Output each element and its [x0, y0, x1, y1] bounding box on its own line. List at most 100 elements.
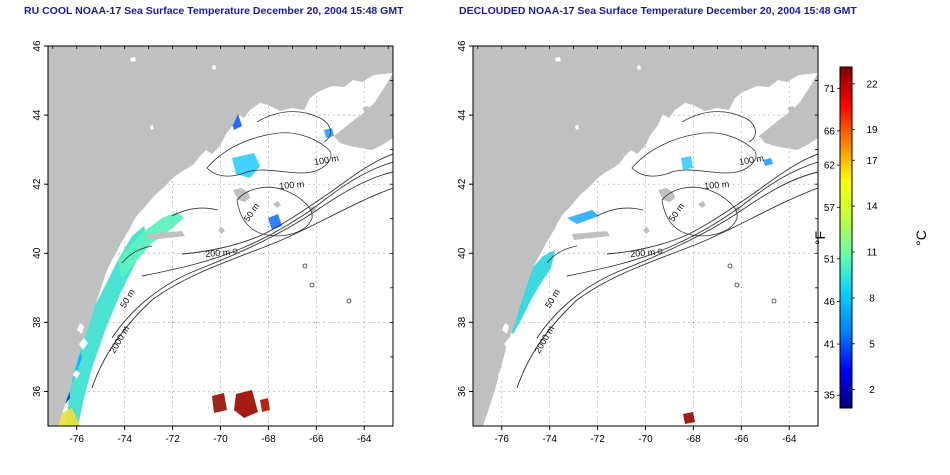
bathymetry-contour: [681, 111, 756, 143]
island: [147, 231, 185, 240]
colorbar-c-label: 22: [866, 79, 878, 90]
temperature-colorbar: 35 41 46 51 57 62 66 71 2 5 8 11 14 17 19 22 °F °C: [812, 66, 929, 409]
seamount-contour: [727, 263, 733, 269]
contour-label: 100 m: [738, 153, 764, 167]
island: [572, 231, 610, 240]
contour-label: 100 m: [704, 179, 730, 191]
x-tick-label: -64: [782, 434, 797, 445]
bathymetry-contour: [256, 111, 331, 143]
colorbar-f-label: 57: [824, 203, 836, 214]
colorbar-c-label: 5: [869, 339, 875, 350]
colorbar-c-label: 19: [866, 125, 878, 136]
panel-title-raw: RU COOL NOAA-17 Sea Surface Temperature …: [24, 5, 404, 17]
x-tick-label: -66: [309, 434, 324, 445]
bay: [504, 338, 513, 350]
sst-pixels: [683, 412, 695, 424]
colorbar-f-label: 51: [824, 254, 836, 265]
sst-pixels: [681, 156, 693, 170]
seamount-contour: [232, 248, 238, 254]
y-tick-label: 36: [32, 385, 43, 397]
x-tick-label: -68: [686, 434, 701, 445]
bay: [502, 323, 509, 334]
contour-label: 100 m: [279, 179, 305, 191]
sst-pixels: [507, 250, 555, 334]
bathymetry-contour: [111, 171, 393, 339]
bathymetry-contour: [121, 245, 153, 264]
bathymetry-contour: [596, 207, 644, 217]
sst-pixels: [232, 153, 260, 178]
colorbar-celsius-unit: °C: [913, 230, 929, 246]
colorbar-f-label: 35: [824, 391, 836, 402]
y-tick-label: 46: [32, 40, 43, 52]
bathymetry-contour: [141, 161, 393, 277]
bathymetry-contour: [546, 245, 578, 264]
island: [698, 201, 706, 208]
lake: [130, 57, 136, 62]
sst-pixels: [260, 398, 270, 412]
bathymetry-contour: [171, 207, 219, 217]
x-tick-label: -76: [495, 434, 510, 445]
bathymetry-contour: [536, 171, 818, 339]
bathymetry-contour: [606, 153, 818, 255]
x-tick-label: -64: [357, 434, 372, 445]
y-tick-label: 46: [457, 40, 468, 52]
colorbar-c-label: 2: [869, 385, 875, 396]
colorbar-c-label: 8: [869, 293, 875, 304]
x-tick-label: -72: [165, 434, 180, 445]
y-tick-label: 40: [32, 247, 43, 259]
bathymetry-contour: [516, 187, 818, 389]
x-tick-label: -66: [734, 434, 749, 445]
island: [643, 227, 650, 234]
seamount-contour: [346, 298, 352, 304]
bathymetry-contour: [91, 187, 393, 389]
colorbar-f-label: 46: [824, 297, 836, 308]
x-tick-label: -68: [261, 434, 276, 445]
colorbar-f-label: 66: [824, 126, 836, 137]
x-tick-label: -74: [542, 434, 557, 445]
colorbar-f-label: 41: [824, 340, 836, 351]
bathymetry-contour: [181, 153, 393, 255]
contour-label: 100 m: [313, 153, 339, 167]
land-mass: [473, 46, 818, 426]
y-tick-label: 36: [457, 385, 468, 397]
sst-pixels: [66, 226, 148, 426]
land-cape-cod: [658, 188, 675, 202]
y-tick-label: 40: [457, 247, 468, 259]
colorbar-c-label: 11: [867, 248, 878, 259]
sst-pixels: [324, 128, 334, 138]
x-tick-label: -74: [117, 434, 132, 445]
lake: [212, 65, 216, 70]
colorbar-gradient: [839, 66, 853, 409]
lake: [637, 65, 641, 70]
y-tick-label: 44: [32, 109, 43, 121]
bathymetry-contour: [566, 161, 818, 277]
land-cape-cod: [233, 188, 250, 202]
bay: [77, 323, 84, 334]
y-tick-label: 42: [32, 178, 43, 190]
y-tick-label: 42: [457, 178, 468, 190]
island: [273, 201, 281, 208]
sst-pixels: [763, 158, 773, 166]
colorbar-f-label: 71: [824, 84, 836, 95]
bathymetry-contour: [206, 132, 332, 177]
y-tick-label: 38: [32, 316, 43, 328]
seamount-contour: [309, 282, 315, 288]
seamount-contour: [771, 298, 777, 304]
seamount-contour: [302, 263, 308, 269]
island: [362, 106, 371, 113]
colorbar-f-label: 62: [824, 161, 836, 172]
y-tick-label: 44: [457, 109, 468, 121]
sst-pixels: [118, 212, 184, 278]
bay: [498, 370, 505, 379]
contour-label: 200 m: [205, 247, 231, 259]
sst-pixels: [567, 210, 599, 224]
x-tick-label: -72: [590, 434, 605, 445]
sst-pixels: [212, 393, 227, 413]
bathymetry-contour: [236, 186, 313, 237]
x-tick-label: -76: [70, 434, 85, 445]
x-tick-label: -70: [638, 434, 653, 445]
colorbar-c-label: 14: [866, 202, 878, 213]
seamount-contour: [657, 248, 663, 254]
lake: [555, 57, 561, 62]
